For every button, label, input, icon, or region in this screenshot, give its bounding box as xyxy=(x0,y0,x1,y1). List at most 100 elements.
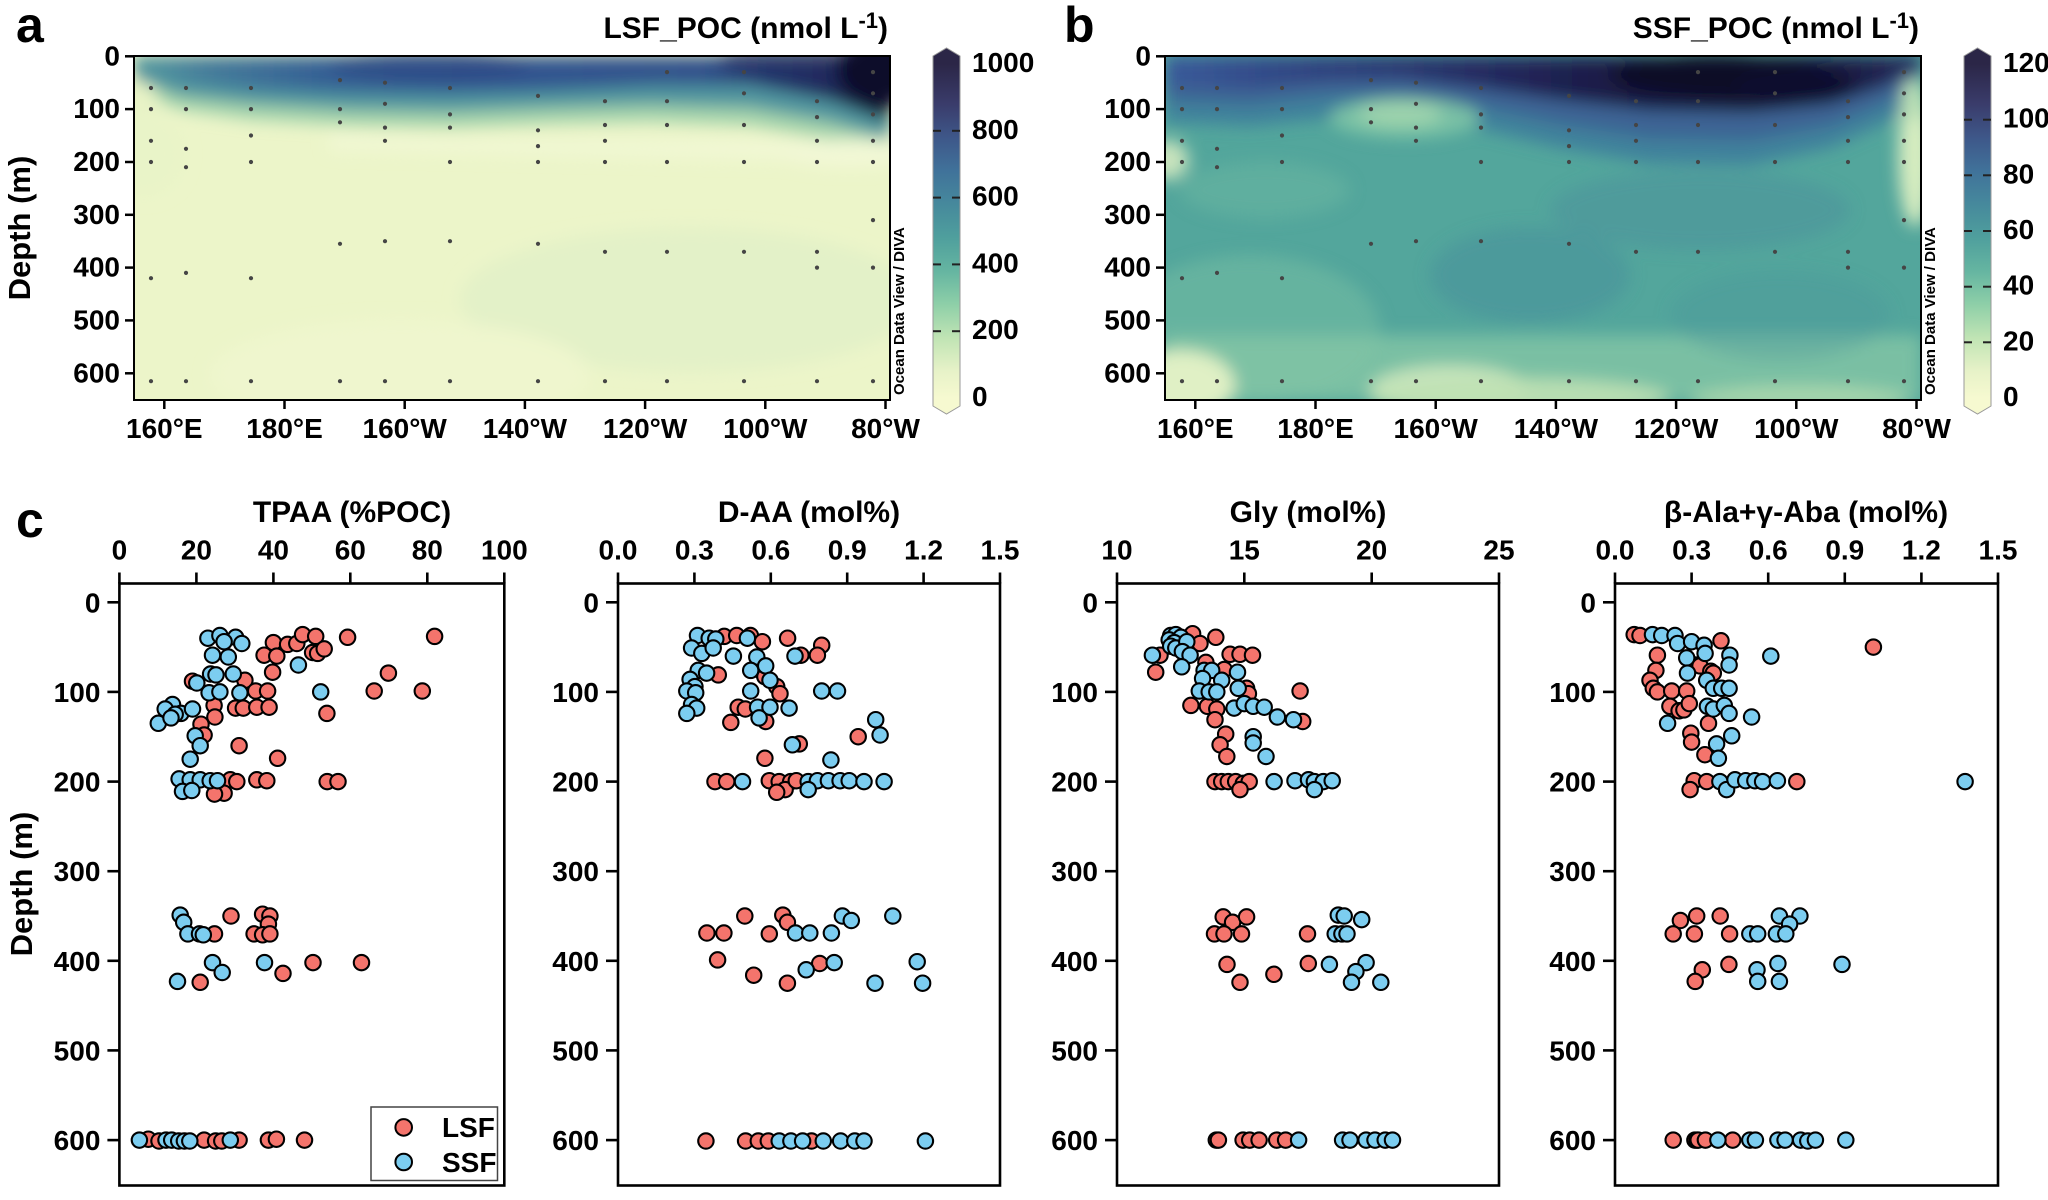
svg-text:80°W: 80°W xyxy=(851,413,920,444)
svg-text:600: 600 xyxy=(552,1125,599,1156)
svg-text:600: 600 xyxy=(1549,1125,1596,1156)
svg-text:0: 0 xyxy=(972,381,988,412)
svg-text:0.0: 0.0 xyxy=(1596,535,1635,566)
svg-text:100: 100 xyxy=(73,93,120,124)
svg-text:c: c xyxy=(16,492,44,548)
svg-text:600: 600 xyxy=(54,1125,101,1156)
svg-text:0.3: 0.3 xyxy=(1672,535,1711,566)
svg-text:400: 400 xyxy=(1051,946,1098,977)
svg-text:140°W: 140°W xyxy=(483,413,568,444)
svg-text:120°W: 120°W xyxy=(603,413,688,444)
svg-text:0: 0 xyxy=(104,40,120,71)
svg-text:LSF_POC (nmol L-1): LSF_POC (nmol L-1) xyxy=(603,8,888,45)
svg-text:0: 0 xyxy=(1580,587,1596,618)
svg-text:100: 100 xyxy=(1051,677,1098,708)
svg-text:0.9: 0.9 xyxy=(828,535,867,566)
svg-text:1000: 1000 xyxy=(972,47,1034,78)
svg-text:0: 0 xyxy=(583,587,599,618)
svg-text:D-AA (mol%): D-AA (mol%) xyxy=(718,496,900,529)
svg-text:300: 300 xyxy=(73,199,120,230)
svg-text:200: 200 xyxy=(552,767,599,798)
svg-text:180°E: 180°E xyxy=(1277,413,1354,444)
svg-text:300: 300 xyxy=(1549,856,1596,887)
svg-text:160°E: 160°E xyxy=(1157,413,1234,444)
svg-text:0.6: 0.6 xyxy=(1749,535,1788,566)
svg-text:400: 400 xyxy=(73,252,120,283)
svg-text:0: 0 xyxy=(1082,587,1098,618)
svg-text:400: 400 xyxy=(1104,252,1151,283)
svg-text:300: 300 xyxy=(552,856,599,887)
svg-text:500: 500 xyxy=(1051,1035,1098,1066)
svg-text:160°W: 160°W xyxy=(1394,413,1479,444)
svg-text:400: 400 xyxy=(972,247,1019,278)
svg-text:SSF_POC (nmol L-1): SSF_POC (nmol L-1) xyxy=(1633,8,1919,45)
svg-text:500: 500 xyxy=(73,304,120,335)
svg-text:500: 500 xyxy=(54,1035,101,1066)
svg-text:500: 500 xyxy=(1104,304,1151,335)
svg-text:15: 15 xyxy=(1229,535,1260,566)
svg-text:60: 60 xyxy=(2003,214,2034,245)
svg-text:160°W: 160°W xyxy=(363,413,448,444)
svg-text:200: 200 xyxy=(1104,146,1151,177)
svg-text:SSF: SSF xyxy=(442,1147,496,1178)
svg-text:500: 500 xyxy=(552,1035,599,1066)
svg-text:80°W: 80°W xyxy=(1882,413,1951,444)
svg-text:β-Ala+γ-Aba (mol%): β-Ala+γ-Aba (mol%) xyxy=(1664,496,1948,529)
svg-text:500: 500 xyxy=(1549,1035,1596,1066)
svg-text:160°E: 160°E xyxy=(126,413,203,444)
svg-text:20: 20 xyxy=(1356,535,1387,566)
svg-text:80: 80 xyxy=(2003,158,2034,189)
svg-text:Ocean Data View / DIVA: Ocean Data View / DIVA xyxy=(1922,227,1939,395)
svg-text:100: 100 xyxy=(481,535,528,566)
svg-text:TPAA (%POC): TPAA (%POC) xyxy=(253,496,451,529)
svg-text:180°E: 180°E xyxy=(246,413,323,444)
svg-text:600: 600 xyxy=(1051,1125,1098,1156)
svg-text:Ocean Data View / DIVA: Ocean Data View / DIVA xyxy=(891,227,908,395)
svg-text:200: 200 xyxy=(1051,767,1098,798)
svg-text:400: 400 xyxy=(54,946,101,977)
svg-text:1.2: 1.2 xyxy=(904,535,943,566)
svg-text:600: 600 xyxy=(972,181,1019,212)
svg-text:100°W: 100°W xyxy=(723,413,808,444)
svg-text:400: 400 xyxy=(552,946,599,977)
svg-text:0.6: 0.6 xyxy=(751,535,790,566)
svg-text:120: 120 xyxy=(2003,47,2048,78)
svg-text:20: 20 xyxy=(181,535,212,566)
svg-text:120°W: 120°W xyxy=(1634,413,1719,444)
svg-text:25: 25 xyxy=(1483,535,1514,566)
svg-text:1.5: 1.5 xyxy=(1979,535,2018,566)
svg-text:200: 200 xyxy=(972,314,1019,345)
svg-text:40: 40 xyxy=(258,535,289,566)
svg-text:LSF: LSF xyxy=(442,1112,495,1143)
svg-text:0: 0 xyxy=(112,535,128,566)
svg-text:100: 100 xyxy=(1104,93,1151,124)
svg-text:Depth (m): Depth (m) xyxy=(2,156,37,301)
svg-text:0: 0 xyxy=(85,587,101,618)
svg-text:0.9: 0.9 xyxy=(1825,535,1864,566)
svg-text:Gly (mol%): Gly (mol%) xyxy=(1230,496,1387,529)
svg-text:0: 0 xyxy=(1135,40,1151,71)
svg-text:400: 400 xyxy=(1549,946,1596,977)
svg-text:200: 200 xyxy=(73,146,120,177)
svg-text:140°W: 140°W xyxy=(1514,413,1599,444)
svg-text:600: 600 xyxy=(73,357,120,388)
svg-text:300: 300 xyxy=(54,856,101,887)
svg-text:Depth (m): Depth (m) xyxy=(4,812,39,957)
svg-text:600: 600 xyxy=(1104,357,1151,388)
svg-text:40: 40 xyxy=(2003,270,2034,301)
svg-text:0.3: 0.3 xyxy=(675,535,714,566)
svg-text:100: 100 xyxy=(2003,103,2048,134)
svg-text:20: 20 xyxy=(2003,325,2034,356)
svg-text:1.2: 1.2 xyxy=(1902,535,1941,566)
svg-text:100: 100 xyxy=(54,677,101,708)
svg-text:a: a xyxy=(16,0,45,53)
svg-text:60: 60 xyxy=(335,535,366,566)
svg-text:200: 200 xyxy=(1549,767,1596,798)
svg-text:100°W: 100°W xyxy=(1754,413,1839,444)
svg-text:10: 10 xyxy=(1101,535,1132,566)
svg-text:100: 100 xyxy=(552,677,599,708)
svg-text:800: 800 xyxy=(972,114,1019,145)
svg-text:300: 300 xyxy=(1104,199,1151,230)
svg-text:1.5: 1.5 xyxy=(981,535,1020,566)
svg-text:0: 0 xyxy=(2003,381,2019,412)
